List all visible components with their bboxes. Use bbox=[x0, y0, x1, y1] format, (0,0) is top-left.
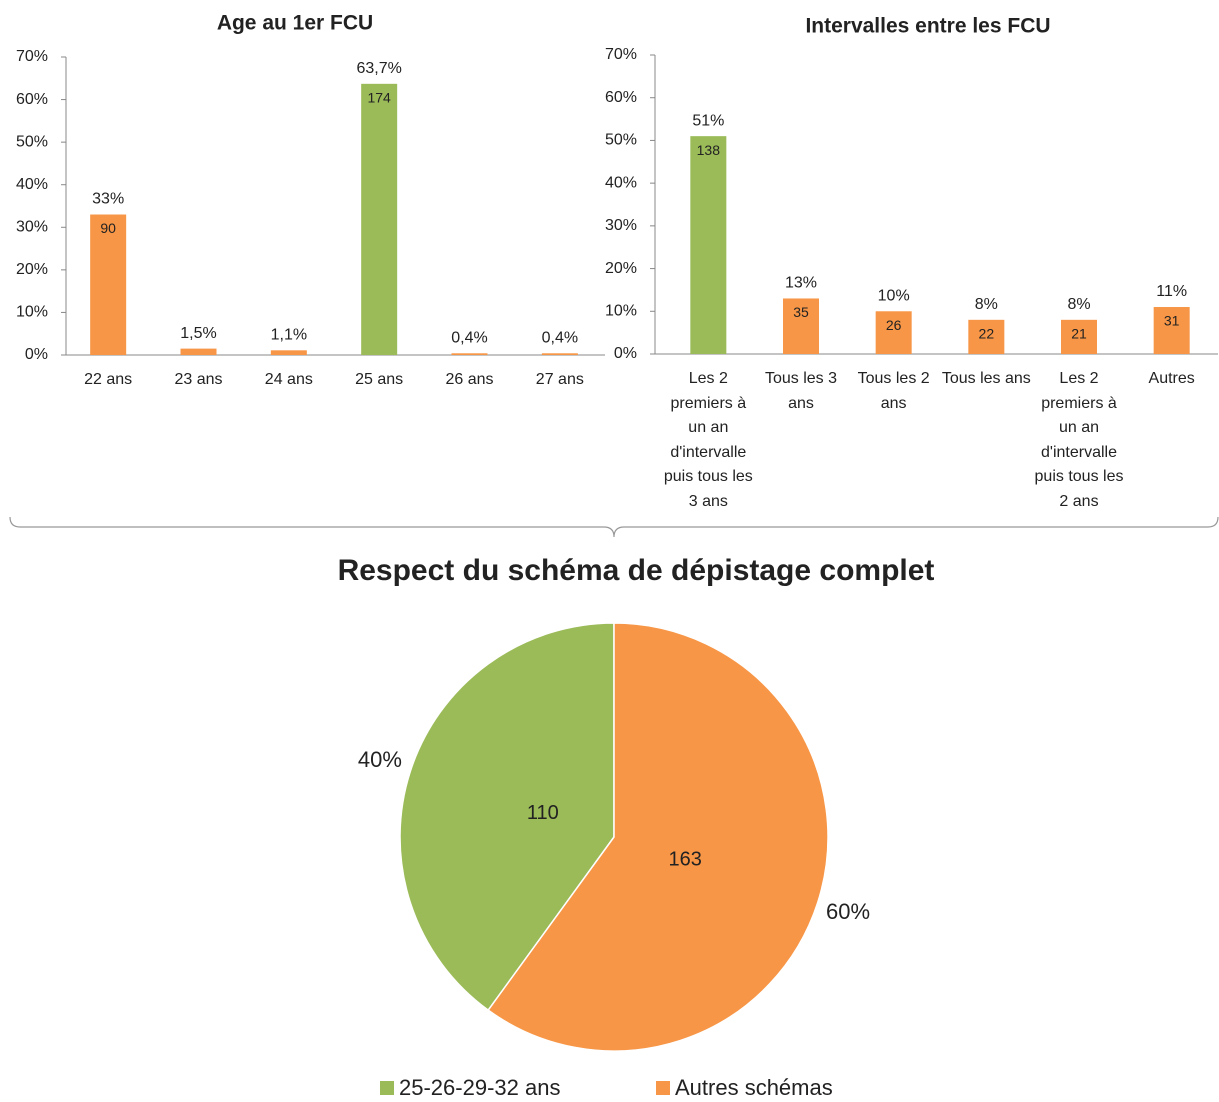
y-tick-label: 0% bbox=[614, 345, 637, 362]
chart-title: Age au 1er FCU bbox=[217, 12, 373, 35]
bar bbox=[1061, 319, 1097, 354]
value-label: 11% bbox=[1156, 283, 1187, 300]
x-tick-label: 24 ans bbox=[264, 371, 313, 388]
count-label: 163 bbox=[669, 848, 702, 870]
x-tick-label: Autres bbox=[1148, 370, 1195, 387]
bar bbox=[541, 353, 578, 355]
count-label: 90 bbox=[100, 220, 116, 236]
y-tick-label: 60% bbox=[605, 89, 637, 106]
x-tick-label: 27 ans bbox=[535, 371, 584, 388]
x-tick-label: 23 ans bbox=[174, 371, 223, 388]
x-tick-label: Tous les ans bbox=[941, 370, 1031, 387]
x-tick-label: 26 ans bbox=[445, 371, 494, 388]
brace bbox=[9, 516, 1219, 538]
y-tick-label: 30% bbox=[605, 217, 637, 234]
bar bbox=[968, 319, 1005, 354]
legend-swatch bbox=[380, 1081, 394, 1095]
count-label: 22 bbox=[979, 326, 995, 342]
value-label: 13% bbox=[785, 275, 817, 292]
y-tick-label: 40% bbox=[605, 174, 637, 191]
chart-title: Intervalles entre les FCU bbox=[805, 15, 1050, 38]
bar bbox=[90, 214, 127, 355]
y-tick-label: 70% bbox=[16, 48, 48, 65]
count-label: 21 bbox=[1071, 326, 1087, 342]
value-label: 1,1% bbox=[271, 327, 307, 344]
legend-swatch bbox=[656, 1081, 670, 1095]
count-label: 31 bbox=[1164, 313, 1180, 329]
count-label: 35 bbox=[793, 304, 809, 320]
pie-slice bbox=[487, 622, 829, 1052]
bar bbox=[690, 136, 727, 354]
x-tick-label: 25 ans bbox=[355, 371, 404, 388]
value-label: 51% bbox=[692, 112, 724, 129]
y-tick-label: 20% bbox=[16, 261, 48, 278]
value-label: 63,7% bbox=[356, 60, 401, 77]
bar bbox=[875, 311, 912, 354]
y-tick-label: 50% bbox=[605, 132, 637, 149]
bar bbox=[270, 350, 307, 355]
bar bbox=[180, 348, 217, 355]
chart-title: Respect du schéma de dépistage complet bbox=[338, 554, 935, 587]
bar bbox=[361, 83, 398, 355]
bar bbox=[1153, 307, 1190, 354]
value-label: 33% bbox=[92, 191, 124, 208]
x-tick-label: Les 2 premiers à un an d'intervalle puis… bbox=[1034, 370, 1124, 510]
y-tick-label: 60% bbox=[16, 91, 48, 108]
value-label: 0,4% bbox=[451, 330, 487, 347]
bar bbox=[451, 353, 488, 355]
value-label: 1,5% bbox=[180, 325, 216, 342]
count-label: 138 bbox=[697, 142, 721, 158]
value-label: 8% bbox=[975, 296, 998, 313]
count-label: 26 bbox=[886, 317, 902, 333]
value-label: 10% bbox=[878, 288, 910, 305]
bar bbox=[783, 298, 819, 354]
value-label: 60% bbox=[826, 899, 870, 924]
pie-slice bbox=[399, 622, 615, 1012]
legend-label: Autres schémas bbox=[675, 1075, 833, 1100]
x-tick-label: Tous les 3 ans bbox=[764, 370, 838, 412]
y-tick-label: 40% bbox=[16, 176, 48, 193]
x-tick-label: Tous les 2 ans bbox=[857, 370, 930, 412]
x-tick-label: 22 ans bbox=[84, 371, 133, 388]
value-label: 8% bbox=[1067, 296, 1090, 313]
value-label: 0,4% bbox=[542, 330, 578, 347]
y-tick-label: 0% bbox=[25, 346, 48, 363]
legend-label: 25-26-29-32 ans bbox=[399, 1075, 560, 1100]
y-tick-label: 10% bbox=[16, 304, 48, 321]
count-label: 174 bbox=[367, 90, 391, 106]
y-tick-label: 10% bbox=[605, 303, 637, 320]
y-tick-label: 70% bbox=[605, 46, 637, 63]
y-tick-label: 20% bbox=[605, 260, 637, 277]
y-tick-label: 50% bbox=[16, 133, 48, 150]
y-tick-label: 30% bbox=[16, 219, 48, 236]
x-tick-label: Les 2 premiers à un an d'intervalle puis… bbox=[663, 370, 753, 510]
count-label: 110 bbox=[527, 802, 559, 824]
value-label: 40% bbox=[358, 747, 402, 772]
